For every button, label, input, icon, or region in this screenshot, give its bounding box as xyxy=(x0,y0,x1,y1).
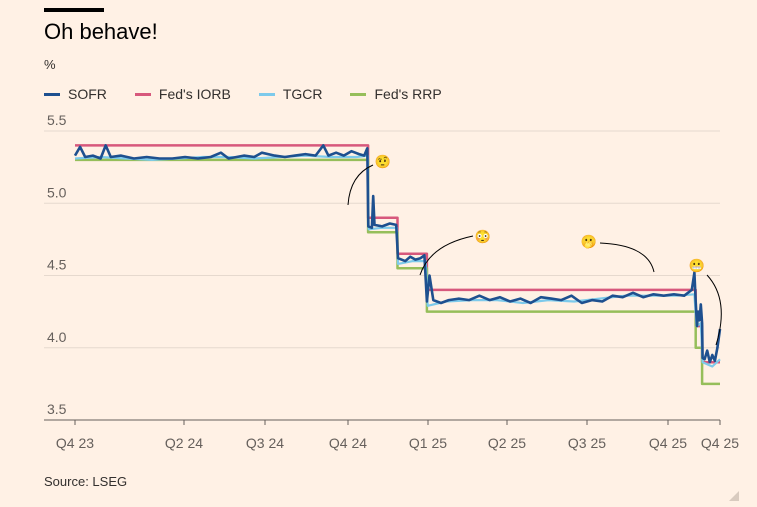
oh-behave-face-3-icon: 🫢 xyxy=(581,234,597,249)
annotation-connector xyxy=(347,164,374,206)
annotation-connector xyxy=(599,242,655,273)
legend-item-tgcr: TGCR xyxy=(258,86,323,102)
x-tick-label: Q4 24 xyxy=(329,435,367,451)
y-tick-label: 4.0 xyxy=(47,329,67,345)
x-tick-label: Q2 25 xyxy=(488,435,526,451)
x-tick-label: Q1 25 xyxy=(409,435,447,451)
series-line-tgcr xyxy=(74,154,721,368)
legend-label-iorb: Fed's IORB xyxy=(158,86,231,102)
oh-behave-face-4-icon: 😬 xyxy=(689,258,705,273)
x-tick-label: Q4 23 xyxy=(56,435,94,451)
x-tick-label: Q4 25 xyxy=(701,435,739,451)
x-tick-label: Q3 24 xyxy=(246,435,284,451)
legend-swatch-sofr xyxy=(44,92,60,96)
legend-item-iorb: Fed's IORB xyxy=(134,86,231,102)
y-tick-label: 4.5 xyxy=(47,257,67,273)
resize-handle-icon[interactable] xyxy=(729,491,739,501)
header-rule xyxy=(44,8,104,12)
chart-title: Oh behave! xyxy=(44,19,158,44)
series-line-sofr xyxy=(73,144,722,364)
y-tick-label: 3.5 xyxy=(47,401,67,417)
source-note: Source: LSEG xyxy=(44,474,128,489)
legend-item-sofr: SOFR xyxy=(44,86,107,102)
legend-swatch-tgcr xyxy=(258,92,275,96)
legend-label-sofr: SOFR xyxy=(68,86,107,102)
legend-swatch-rrp xyxy=(350,92,367,96)
x-tick-label: Q3 25 xyxy=(568,435,606,451)
unit-label: % xyxy=(44,57,56,72)
annotation-connector xyxy=(419,235,474,276)
legend-label-tgcr: TGCR xyxy=(282,86,323,102)
legend-swatch-iorb xyxy=(134,92,151,96)
annotation-connector xyxy=(706,274,722,346)
series-line-rrp xyxy=(75,158,720,386)
legend: SOFR Fed's IORB TGCR Fed's RRP xyxy=(44,86,470,102)
oh-behave-face-2-icon: 😳 xyxy=(475,229,491,244)
x-tick-label: Q4 25 xyxy=(649,435,687,451)
legend-label-rrp: Fed's RRP xyxy=(374,86,442,102)
legend-item-rrp: Fed's RRP xyxy=(350,86,442,102)
x-tick-label: Q2 24 xyxy=(165,435,203,451)
oh-behave-face-1-icon: 🤨 xyxy=(375,154,391,169)
y-tick-label: 5.5 xyxy=(47,112,67,128)
y-tick-label: 5.0 xyxy=(47,184,67,200)
